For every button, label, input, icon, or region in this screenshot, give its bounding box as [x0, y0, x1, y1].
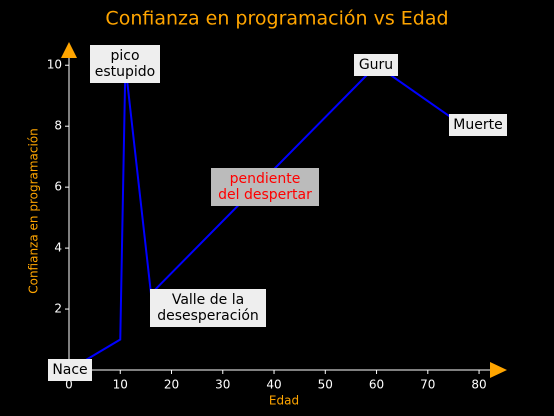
- line: [68, 63, 465, 371]
- annotation-text: pico: [110, 48, 139, 64]
- chart-title: Confianza en programación vs Edad: [105, 8, 448, 30]
- y-tick-label: 10: [47, 58, 62, 72]
- y-tick-label: 8: [54, 119, 62, 133]
- x-tick-label: 40: [266, 378, 281, 392]
- y-tick-label: 6: [54, 180, 62, 194]
- x-arrow: [490, 362, 507, 378]
- annotation-text: del despertar: [218, 187, 312, 203]
- annotation-text: Nace: [52, 362, 87, 378]
- annotation-box: [150, 289, 266, 327]
- annotation-text: estupido: [95, 64, 156, 80]
- y-arrow: [61, 42, 77, 58]
- y-axis-label: Confianza en programación: [27, 128, 41, 294]
- annotation-text: Muerte: [453, 117, 502, 133]
- annotation-box: [90, 45, 160, 83]
- x-tick-label: 50: [318, 378, 333, 392]
- annotation: Muerte: [449, 114, 507, 136]
- x-tick-label: 80: [471, 378, 486, 392]
- annotation: Guru: [354, 54, 398, 76]
- x-tick-label: 70: [420, 378, 435, 392]
- annotation-text: Valle de la: [172, 292, 244, 308]
- x-tick-label: 20: [164, 378, 179, 392]
- annotation-text: pendiente: [230, 171, 301, 187]
- annotation-box: [449, 114, 507, 136]
- y-tick-label: 4: [54, 241, 62, 255]
- annotation-box: [354, 54, 398, 76]
- x-axis-label: Edad: [269, 394, 299, 408]
- x-tick-label: 60: [369, 378, 384, 392]
- x-tick-label: 10: [113, 378, 128, 392]
- annotation: Nace: [48, 359, 92, 381]
- annotation-text: Guru: [359, 57, 393, 73]
- x-tick-label: 30: [215, 378, 230, 392]
- x-tick-label: 0: [65, 378, 73, 392]
- annotation-box: [211, 168, 319, 206]
- y-tick-label: 2: [54, 302, 62, 316]
- annotation-text: desesperación: [157, 308, 259, 324]
- annotation-box: [48, 359, 92, 381]
